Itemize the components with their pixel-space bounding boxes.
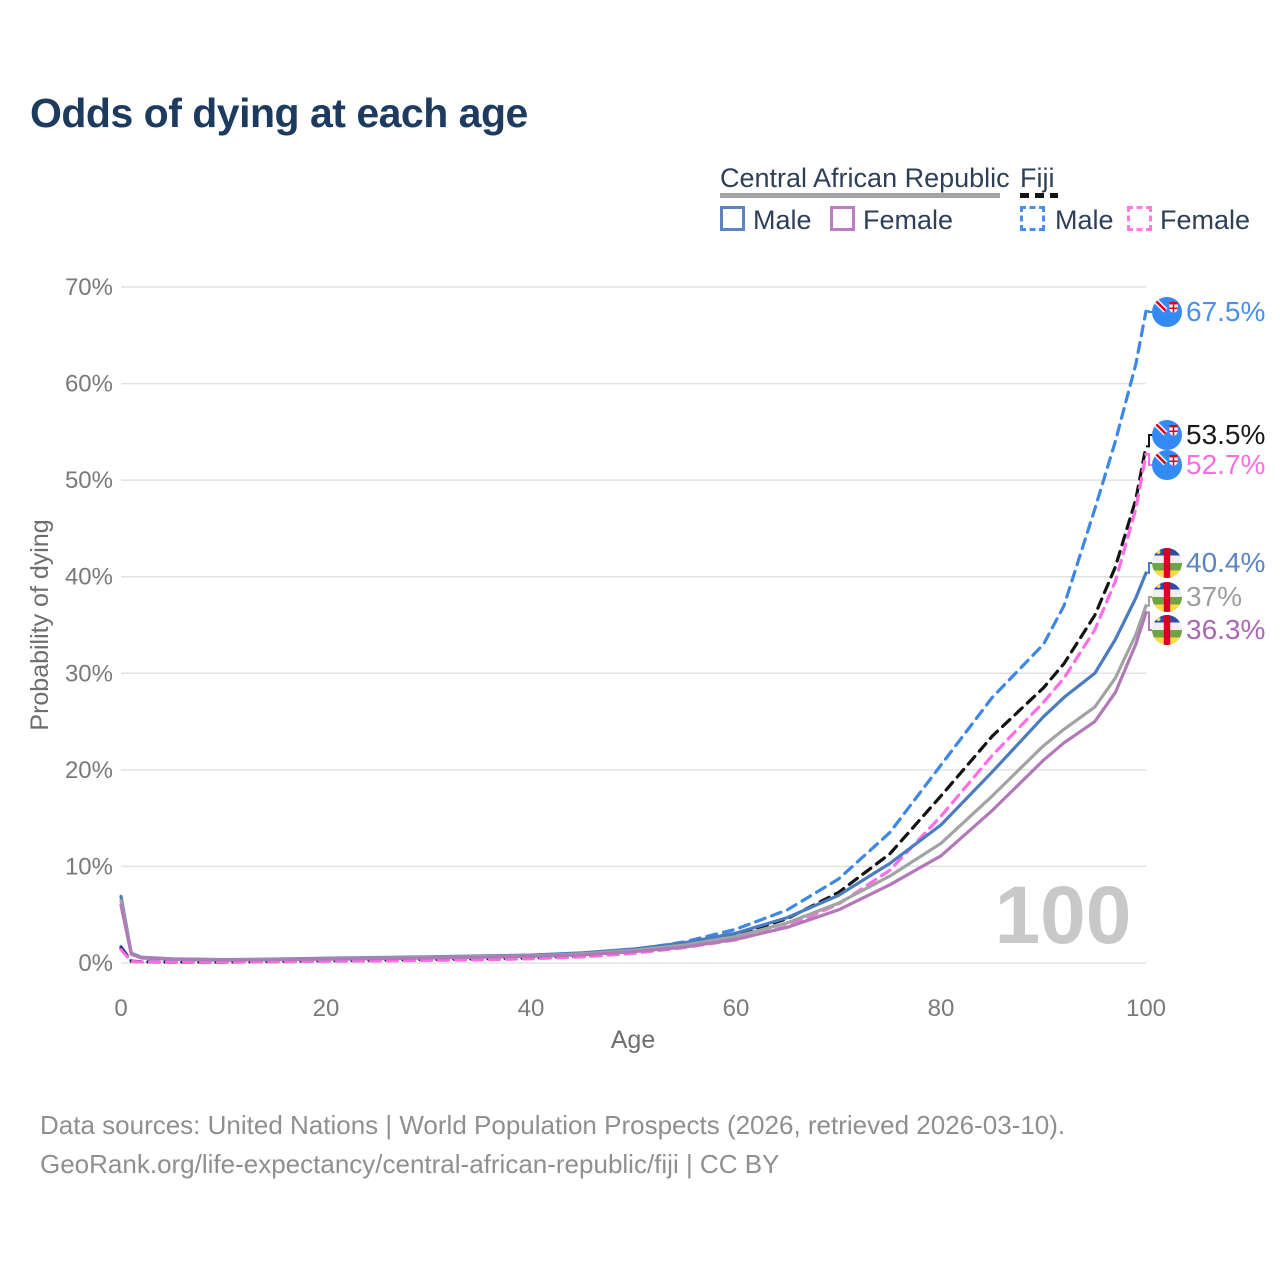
end-label-fiji-both: 53.5% — [1186, 419, 1265, 450]
end-labels: 67.5% 53.5%52.7% 40.4%37%36.3% — [1146, 296, 1265, 645]
legend-swatch-fiji-female — [1127, 206, 1152, 231]
x-tick-80: 80 — [928, 995, 955, 1022]
y-tick-30%: 30% — [65, 660, 113, 687]
flag-icon-car-female — [1152, 615, 1182, 645]
series-lines — [119, 309, 1148, 964]
series-line-fiji-male — [119, 309, 1148, 964]
flag-icon-fiji-female — [1152, 450, 1182, 480]
leader-car-male — [1146, 562, 1152, 574]
x-tick-100: 100 — [1126, 995, 1166, 1022]
legend-group-car-label: Central African Republic — [720, 163, 1010, 193]
y-tick-0%: 0% — [78, 950, 113, 977]
end-label-car-both: 37% — [1186, 581, 1242, 612]
leader-fiji-male — [1146, 310, 1152, 313]
legend-label-fiji-male: Male — [1055, 205, 1114, 235]
x-tick-40: 40 — [518, 995, 545, 1022]
y-tick-60%: 60% — [65, 371, 113, 398]
legend-group-fiji-label: Fiji — [1020, 163, 1055, 193]
x-tick-20: 20 — [313, 995, 340, 1022]
series-line-fiji-female — [119, 452, 1148, 964]
legend-swatch-fiji-male — [1020, 206, 1045, 231]
y-tick-70%: 70% — [65, 274, 113, 301]
series-line-car-female — [119, 610, 1148, 962]
x-tick-0: 0 — [114, 995, 127, 1022]
axis-ticks: 0% 10% 20% 30% 40% 50% 60% 70% 0 20 40 60 80 100 — [65, 274, 1166, 1022]
end-label-car-female: 36.3% — [1186, 614, 1265, 645]
x-tick-60: 60 — [723, 995, 750, 1022]
leader-fiji-both — [1146, 434, 1152, 448]
legend-car-line-swatch — [720, 193, 1000, 198]
end-label-fiji-male: 67.5% — [1186, 296, 1265, 327]
series-line-car-male — [119, 571, 1148, 962]
gridlines — [121, 286, 1146, 964]
footer: Data sources: United Nations | World Pop… — [40, 1106, 1065, 1184]
y-tick-20%: 20% — [65, 757, 113, 784]
y-axis-title: Probability of dying — [26, 519, 54, 730]
end-label-car-male: 40.4% — [1186, 547, 1265, 578]
x-axis-title: Age — [611, 1026, 655, 1054]
series-line-car-both — [119, 604, 1148, 962]
legend-fiji-line-swatch — [1020, 193, 1058, 198]
legend-label-fiji-female: Female — [1160, 205, 1251, 235]
watermark-age-100: 100 — [995, 870, 1132, 961]
end-label-fiji-female: 52.7% — [1186, 449, 1265, 480]
flag-icon-car-male — [1152, 548, 1182, 578]
leader-car-both — [1146, 596, 1152, 607]
leader-car-female — [1146, 611, 1152, 631]
legend-label-car-female: Female — [863, 205, 954, 235]
flag-icon-car-both — [1152, 582, 1182, 612]
flag-icon-fiji-male — [1152, 297, 1182, 327]
leader-fiji-female — [1146, 453, 1152, 466]
flag-icon-fiji-both — [1152, 420, 1182, 450]
footer-url-line: GeoRank.org/life-expectancy/central-afri… — [40, 1149, 780, 1179]
series-line-fiji-both — [119, 444, 1148, 964]
legend-swatch-car-male — [720, 206, 745, 231]
legend-label-car-male: Male — [753, 205, 812, 235]
y-tick-50%: 50% — [65, 467, 113, 494]
legend-swatch-car-female — [830, 206, 855, 231]
y-tick-10%: 10% — [65, 853, 113, 880]
page-title: Odds of dying at each age — [30, 90, 528, 136]
y-tick-40%: 40% — [65, 564, 113, 591]
footer-sources-line: Data sources: United Nations | World Pop… — [40, 1110, 1066, 1140]
